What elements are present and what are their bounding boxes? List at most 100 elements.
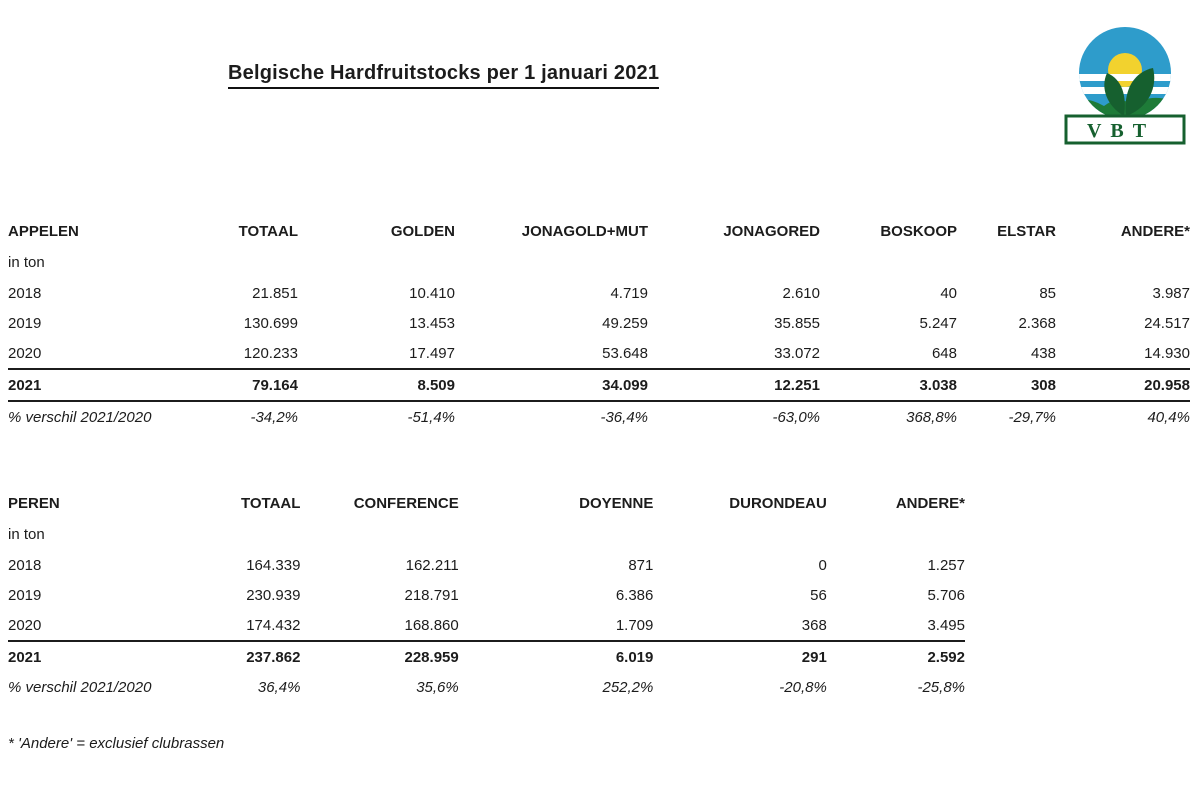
table-row-2019: 2019 230.939 218.791 6.386 56 5.706 bbox=[8, 580, 965, 610]
year-label: 2021 bbox=[8, 369, 158, 402]
value-cell: -63,0% bbox=[772, 408, 820, 426]
column-header: TOTAAL bbox=[240, 494, 301, 512]
value-cell: 168.860 bbox=[300, 610, 459, 642]
value-cell: -20,8% bbox=[779, 678, 827, 696]
value-cell: 10.410 bbox=[409, 284, 455, 302]
value-cell: 40,4% bbox=[1147, 408, 1190, 426]
value-cell: 79.164 bbox=[158, 369, 298, 402]
section-label: APPELEN bbox=[8, 222, 79, 240]
value-cell: 17.497 bbox=[298, 338, 455, 370]
horizon-stripe bbox=[1079, 74, 1171, 81]
value-cell: 35,6% bbox=[416, 678, 459, 696]
value-cell: 6.019 bbox=[615, 648, 654, 666]
value-cell: 36,4% bbox=[257, 678, 301, 696]
value-cell: 12.251 bbox=[648, 369, 820, 402]
table-row-2020: 2020 120.233 17.497 53.648 33.072 648 43… bbox=[8, 338, 1190, 370]
value-cell: 252,2% bbox=[602, 678, 654, 696]
year-label: 2019 bbox=[8, 314, 42, 332]
value-cell: 2.610 bbox=[782, 284, 820, 302]
column-header: CONFERENCE bbox=[353, 494, 459, 512]
value-cell: 3.495 bbox=[826, 610, 965, 642]
value-cell: 20.958 bbox=[1056, 369, 1190, 402]
value-cell: 13.453 bbox=[409, 314, 455, 332]
column-header: DOYENNE bbox=[579, 494, 654, 512]
section-label: PEREN bbox=[8, 494, 60, 512]
value-cell: 3.038 bbox=[820, 369, 957, 402]
percent-label: % verschil 2021/2020 bbox=[8, 408, 152, 426]
unit-row: in ton bbox=[8, 518, 965, 550]
footnote: * 'Andere' = exclusief clubrassen bbox=[8, 735, 225, 752]
column-header: JONAGORED bbox=[723, 222, 820, 240]
apples-table: APPELEN TOTAAL GOLDEN JONAGOLD+MUT JONAG… bbox=[8, 216, 1190, 432]
table-row-2019: 2019 130.699 13.453 49.259 35.855 5.247 … bbox=[8, 308, 1190, 338]
value-cell: 6.386 bbox=[615, 586, 654, 604]
value-cell: 4.719 bbox=[610, 284, 648, 302]
value-cell: -51,4% bbox=[407, 408, 455, 426]
value-cell: 1.709 bbox=[458, 610, 654, 642]
value-cell: 85 bbox=[1039, 284, 1056, 302]
value-cell: -29,7% bbox=[1008, 408, 1056, 426]
year-label: 2020 bbox=[8, 338, 158, 370]
value-cell: 49.259 bbox=[602, 314, 648, 332]
column-header: ANDERE* bbox=[895, 494, 965, 512]
value-cell: 1.257 bbox=[927, 556, 965, 574]
table-row-percent-change: % verschil 2021/2020 -34,2% -51,4% -36,4… bbox=[8, 401, 1190, 432]
value-cell: 174.432 bbox=[159, 610, 301, 642]
vbt-logo: VBT bbox=[1064, 27, 1186, 145]
value-cell: 130.699 bbox=[243, 314, 298, 332]
pears-header-row: PEREN TOTAAL CONFERENCE DOYENNE DURONDEA… bbox=[8, 488, 965, 518]
leaf-icon bbox=[1104, 73, 1125, 116]
value-cell: 291 bbox=[801, 648, 827, 666]
value-cell: 5.706 bbox=[927, 586, 965, 604]
logo-text: VBT bbox=[1087, 120, 1155, 142]
value-cell: 120.233 bbox=[158, 338, 298, 370]
value-cell: 871 bbox=[628, 556, 654, 574]
value-cell: 8.509 bbox=[298, 369, 455, 402]
table-row-2018: 2018 21.851 10.410 4.719 2.610 40 85 3.9… bbox=[8, 278, 1190, 308]
table-row-percent-change: % verschil 2021/2020 36,4% 35,6% 252,2% … bbox=[8, 672, 965, 702]
value-cell: 164.339 bbox=[246, 556, 301, 574]
value-cell: 228.959 bbox=[404, 648, 459, 666]
value-cell: 35.855 bbox=[774, 314, 820, 332]
value-cell: -36,4% bbox=[600, 408, 648, 426]
value-cell: 34.099 bbox=[455, 369, 648, 402]
table-row-2020: 2020 174.432 168.860 1.709 368 3.495 bbox=[8, 610, 965, 642]
value-cell: 438 bbox=[957, 338, 1056, 370]
column-header: BOSKOOP bbox=[880, 222, 957, 240]
logo-text-box bbox=[1064, 114, 1186, 145]
value-cell: 368 bbox=[653, 610, 827, 642]
percent-label: % verschil 2021/2020 bbox=[8, 678, 152, 696]
value-cell: 308 bbox=[957, 369, 1056, 402]
year-label: 2018 bbox=[8, 284, 42, 302]
unit-label: in ton bbox=[8, 525, 45, 543]
column-header: GOLDEN bbox=[390, 222, 455, 240]
value-cell: 40 bbox=[940, 284, 957, 302]
value-cell: 218.791 bbox=[404, 586, 459, 604]
value-cell: 5.247 bbox=[919, 314, 957, 332]
value-cell: -34,2% bbox=[250, 408, 298, 426]
year-label: 2018 bbox=[8, 556, 42, 574]
column-header: ANDERE* bbox=[1120, 222, 1190, 240]
column-header: DURONDEAU bbox=[729, 494, 827, 512]
value-cell: 2.368 bbox=[1018, 314, 1056, 332]
value-cell: 162.211 bbox=[405, 556, 459, 574]
value-cell: 56 bbox=[810, 586, 827, 604]
table-row-2021-total: 2021 237.862 228.959 6.019 291 2.592 bbox=[8, 641, 965, 672]
page-title: Belgische Hardfruitstocks per 1 januari … bbox=[228, 62, 660, 89]
unit-row: in ton bbox=[8, 246, 1190, 278]
value-cell: 2.592 bbox=[927, 648, 965, 666]
year-label: 2021 bbox=[8, 648, 42, 666]
horizon-stripe bbox=[1079, 87, 1171, 94]
value-cell: 24.517 bbox=[1144, 314, 1190, 332]
column-header: JONAGOLD+MUT bbox=[521, 222, 648, 240]
value-cell: 14.930 bbox=[1056, 338, 1190, 370]
value-cell: 648 bbox=[820, 338, 957, 370]
value-cell: 368,8% bbox=[906, 408, 957, 426]
value-cell: 230.939 bbox=[246, 586, 301, 604]
value-cell: 53.648 bbox=[455, 338, 648, 370]
unit-label: in ton bbox=[8, 253, 45, 271]
value-cell: 0 bbox=[818, 556, 827, 574]
year-label: 2020 bbox=[8, 610, 160, 642]
logo-globe bbox=[1079, 27, 1171, 119]
pears-table: PEREN TOTAAL CONFERENCE DOYENNE DURONDEA… bbox=[8, 488, 965, 702]
